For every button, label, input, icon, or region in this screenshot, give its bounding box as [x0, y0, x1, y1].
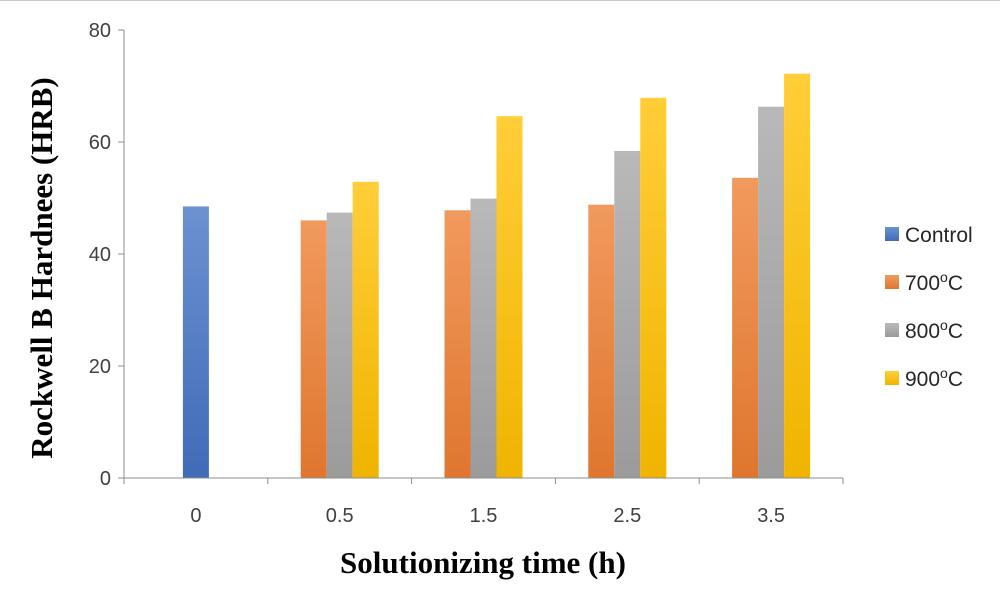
- bar-900c-1_5: [496, 116, 523, 478]
- y-tick-label: 40: [89, 244, 111, 266]
- legend-label: 700oC: [905, 269, 963, 295]
- bar-700c-2_5: [588, 204, 615, 478]
- bar-700c-3_5: [732, 177, 759, 479]
- bar-700c-0_5: [300, 220, 327, 478]
- legend-item: 700oC: [885, 269, 963, 295]
- legend-swatch: [885, 371, 899, 385]
- legend-item: 900oC: [885, 365, 963, 391]
- x-tick-label: 0.5: [326, 505, 354, 527]
- bar-800c-2_5: [614, 151, 641, 478]
- chart-frame-top-border: [0, 0, 1000, 1]
- bar-800c-1_5: [470, 198, 497, 478]
- legend-label: 800oC: [905, 317, 963, 343]
- y-tick-label: 80: [89, 20, 111, 42]
- legend-label: 900oC: [905, 365, 963, 391]
- legend-item: Control: [885, 224, 973, 247]
- bar-control-0: [182, 206, 209, 478]
- y-tick-label: 20: [89, 356, 111, 378]
- bar-800c-0_5: [326, 212, 353, 478]
- y-axis-title: Rockwell B Hardnees (HRB): [24, 77, 59, 458]
- x-tick-label: 0: [190, 505, 201, 527]
- x-tick-label: 3.5: [757, 505, 785, 527]
- x-tick-label: 1.5: [470, 505, 498, 527]
- bar-900c-2_5: [640, 97, 667, 479]
- bar-900c-0_5: [352, 181, 379, 479]
- bars-layer: [182, 73, 811, 479]
- y-tick-label: 60: [89, 132, 111, 154]
- tick-labels-layer: 0 20 40 60 80 0 0.5 1.5 2.5 3.5: [89, 20, 785, 527]
- axes-layer: [118, 29, 844, 484]
- bar-700c-1_5: [444, 210, 471, 479]
- legend-swatch: [885, 275, 899, 289]
- bar-900c-3_5: [784, 73, 811, 478]
- x-axis-title: Solutionizing time (h): [340, 545, 626, 580]
- legend-swatch: [885, 323, 899, 337]
- bar-800c-3_5: [758, 106, 785, 478]
- legend-swatch: [885, 227, 899, 241]
- y-tick-label: 0: [100, 468, 111, 490]
- legend-label: Control: [905, 224, 973, 247]
- legend-item: 800oC: [885, 317, 963, 343]
- legend: Control 700oC 800oC 900oC: [885, 224, 973, 391]
- x-tick-label: 2.5: [613, 505, 641, 527]
